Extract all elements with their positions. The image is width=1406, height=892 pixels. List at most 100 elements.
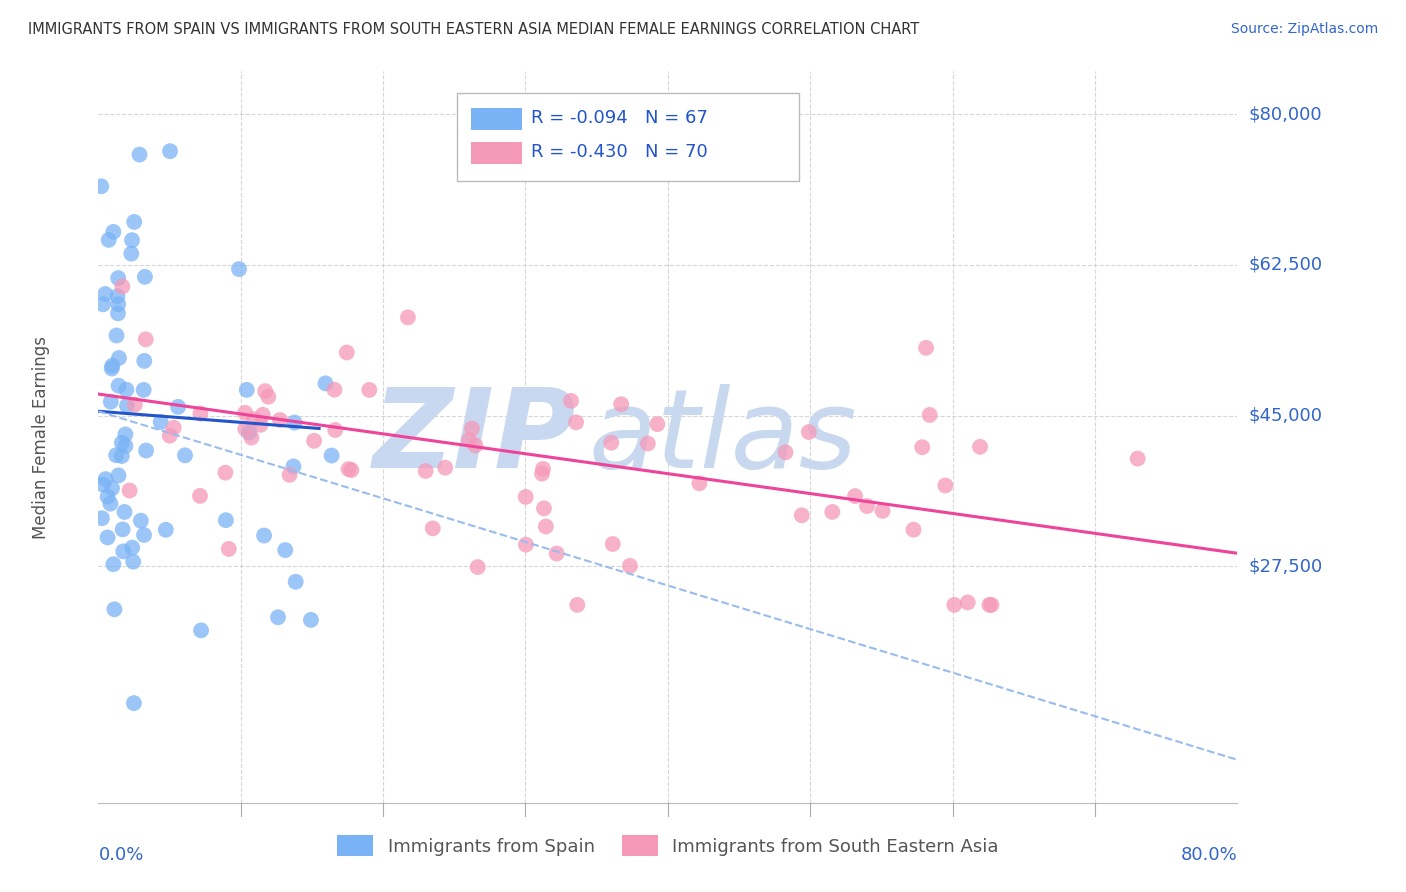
Bar: [471, 108, 522, 130]
FancyBboxPatch shape: [457, 94, 799, 181]
Point: [214, 466, 236, 480]
Point: [359, 383, 381, 397]
Point: [103, 558, 125, 572]
Point: [314, 376, 336, 391]
Point: [97, 530, 120, 544]
Point: [856, 499, 879, 513]
Point: [461, 421, 484, 435]
Point: [218, 541, 240, 556]
Point: [174, 448, 197, 462]
Point: [215, 513, 238, 527]
Point: [284, 574, 307, 589]
Point: [980, 598, 1002, 612]
Point: [132, 528, 155, 542]
Point: [979, 598, 1001, 612]
Point: [323, 383, 346, 397]
Point: [321, 449, 343, 463]
Point: [190, 407, 212, 421]
Point: [415, 464, 437, 478]
Point: [94, 287, 117, 301]
Point: [167, 400, 190, 414]
Point: [159, 428, 181, 442]
Point: [100, 361, 122, 376]
Point: [464, 438, 486, 452]
Point: [105, 328, 128, 343]
Point: [336, 345, 359, 359]
Point: [240, 431, 263, 445]
Point: [533, 501, 555, 516]
Point: [149, 415, 172, 429]
Point: [97, 233, 120, 247]
Point: [115, 383, 138, 397]
Point: [943, 598, 966, 612]
Point: [90, 511, 112, 525]
Point: [105, 448, 128, 462]
Point: [155, 523, 177, 537]
Point: [228, 262, 250, 277]
Point: [121, 233, 143, 247]
Text: 0.0%: 0.0%: [98, 846, 143, 863]
Text: 80.0%: 80.0%: [1181, 846, 1237, 863]
Point: [637, 436, 659, 450]
Point: [530, 467, 553, 481]
Point: [915, 341, 938, 355]
Point: [108, 351, 131, 365]
Point: [163, 420, 186, 434]
Point: [159, 144, 181, 158]
Point: [278, 467, 301, 482]
Point: [872, 504, 894, 518]
Point: [323, 423, 346, 437]
Point: [122, 215, 145, 229]
Point: [135, 332, 157, 346]
Point: [118, 483, 141, 498]
Point: [602, 537, 624, 551]
Point: [120, 246, 142, 260]
Point: [115, 399, 138, 413]
Point: [565, 415, 588, 429]
Point: [107, 271, 129, 285]
Point: [111, 435, 134, 450]
Point: [103, 602, 125, 616]
Point: [101, 359, 124, 373]
Point: [101, 481, 124, 495]
Point: [114, 427, 136, 442]
Point: [467, 560, 489, 574]
Point: [111, 449, 134, 463]
Point: [233, 422, 256, 436]
Point: [340, 463, 363, 477]
Legend: Immigrants from Spain, Immigrants from South Eastern Asia: Immigrants from Spain, Immigrants from S…: [330, 828, 1005, 863]
Point: [283, 459, 305, 474]
Point: [956, 595, 979, 609]
Text: $27,500: $27,500: [1249, 558, 1323, 575]
Point: [969, 440, 991, 454]
Point: [236, 383, 259, 397]
Point: [269, 413, 291, 427]
Point: [458, 433, 481, 447]
Point: [249, 417, 271, 432]
Point: [299, 613, 322, 627]
Text: R = -0.094   N = 67: R = -0.094 N = 67: [531, 109, 709, 128]
Point: [91, 477, 114, 491]
Text: R = -0.430   N = 70: R = -0.430 N = 70: [531, 143, 709, 161]
Point: [337, 462, 360, 476]
Point: [100, 394, 122, 409]
Point: [134, 269, 156, 284]
Point: [91, 297, 114, 311]
Point: [797, 425, 820, 439]
Point: [121, 541, 143, 555]
Point: [1126, 451, 1149, 466]
Point: [775, 445, 797, 459]
Point: [257, 390, 280, 404]
Point: [188, 489, 211, 503]
Text: ZIP: ZIP: [373, 384, 576, 491]
Point: [94, 472, 117, 486]
Point: [107, 297, 129, 311]
Point: [515, 538, 537, 552]
Point: [100, 497, 122, 511]
Text: $80,000: $80,000: [1249, 105, 1322, 123]
Point: [90, 179, 112, 194]
Text: $62,500: $62,500: [1249, 256, 1323, 274]
Point: [129, 514, 152, 528]
Point: [283, 416, 305, 430]
Point: [233, 406, 256, 420]
